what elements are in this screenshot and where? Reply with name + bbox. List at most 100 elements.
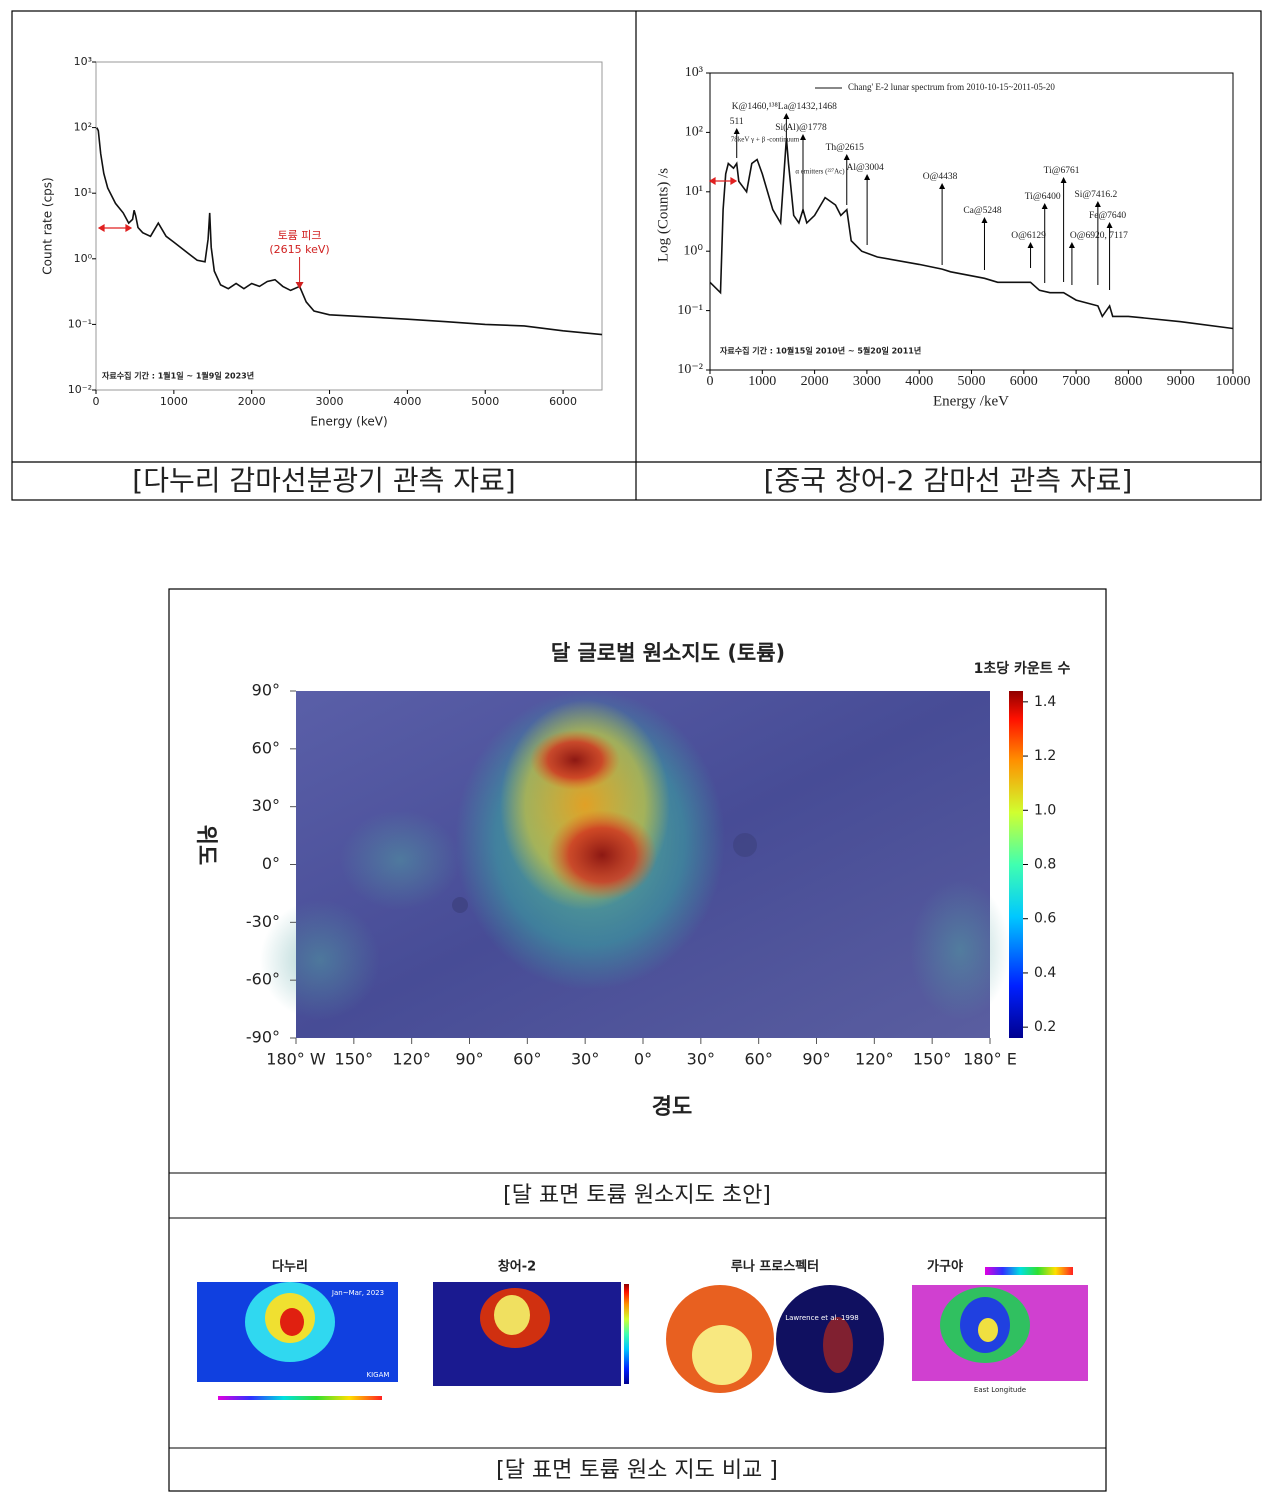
x-tick-label: 3000 — [853, 374, 881, 389]
y-tick-label: 60° — [252, 738, 280, 757]
y-tick-label: 10⁰ — [74, 252, 93, 265]
panel-title: 다누리 — [272, 1259, 308, 1275]
y-tick-label: 10¹ — [74, 186, 92, 199]
x-tick-label: 180° E — [963, 1050, 1017, 1069]
panel-title: 창어-2 — [498, 1259, 536, 1275]
x-axis-label: Energy /keV — [933, 393, 1009, 409]
x-tick-label: 4000 — [393, 395, 421, 408]
y-tick-label: 10⁻¹ — [677, 303, 703, 318]
annotation: Si(Al)@1778 — [775, 122, 827, 133]
map-axes: 90° 60° 30° 0° -30° -60° -90° 180° W 150° 120° 90°… — [246, 681, 1056, 1069]
map-title: 달 글로벌 원소지도 (토륨) — [551, 641, 785, 665]
y-tick-label: 10² — [74, 121, 92, 134]
colorbar-tick-label: 0.6 — [1034, 911, 1056, 927]
panel-label: Jan~Mar, 2023 — [331, 1289, 384, 1297]
annotation: α emitters (²²⁷Ac) — [795, 168, 845, 176]
y-tick-label: -90° — [246, 1028, 280, 1047]
spectrum-line — [709, 138, 1234, 330]
colorbar-tick-label: 0.8 — [1034, 857, 1056, 873]
x-tick-label: 120° — [392, 1050, 431, 1069]
x-tick-label: 30° — [571, 1050, 599, 1069]
plot-frame — [95, 61, 603, 391]
arrow-head — [1027, 242, 1034, 248]
x-tick-label: 120° — [855, 1050, 894, 1069]
arrow-head — [864, 174, 871, 180]
x-tick-label: 90° — [802, 1050, 830, 1069]
annotation: Ca@5248 — [963, 206, 1002, 216]
x-tick-label: 5000 — [471, 395, 499, 408]
x-tick-label: 60° — [513, 1050, 541, 1069]
y-tick-label: 10¹ — [685, 184, 703, 199]
spectrum-line — [96, 127, 603, 336]
comparison: 다누리 Jan~Mar, 2023 KIGAM 창어-2 루나 프로스펙터 Lawrenc… — [272, 1259, 1026, 1395]
y-tick-label: 10² — [685, 125, 703, 140]
x-tick-label: 0 — [93, 395, 100, 408]
x-tick-label: 1000 — [160, 395, 188, 408]
chart: 0 1000 2000 3000 4000 5000 6000 7000 8000 9000 100… — [655, 65, 1250, 409]
y-axis-label: Log (Counts) /s — [655, 168, 671, 262]
arrow-head — [1068, 242, 1075, 248]
annotation: O@4438 — [923, 172, 958, 182]
y-axis-label: 위도 — [193, 825, 218, 865]
y-tick-label: 10³ — [74, 55, 92, 68]
colorbar-tick-label: 0.2 — [1034, 1019, 1056, 1035]
note: 자료수집 기간 : 10월15일 2010년 ~ 5월20일 2011년 — [720, 346, 921, 356]
annotation: Th@2615 — [826, 143, 865, 153]
box-border — [168, 588, 1107, 1492]
range-arrow — [97, 176, 738, 233]
y-tick-label: 90° — [252, 681, 280, 700]
panel-label: KIGAM — [367, 1371, 390, 1379]
y-axis-label: Count rate (cps) — [41, 177, 55, 274]
thumbnail — [912, 1267, 1088, 1381]
annotation: Ti@6761 — [1044, 166, 1080, 176]
arrow-head — [1094, 201, 1101, 207]
panel-title: 가구야 — [927, 1259, 963, 1275]
colorbar-tick-label: 1.2 — [1034, 748, 1056, 764]
x-axis-label: 경도 — [652, 1095, 692, 1120]
x-tick-label: 1000 — [748, 374, 776, 389]
annotation: O@6920, 7117 — [1070, 231, 1128, 241]
x-tick-label: 9000 — [1167, 374, 1195, 389]
panel-label: East Longitude — [974, 1386, 1026, 1394]
caption: [다누리 감마선분광기 관측 자료] — [132, 464, 515, 497]
caption: [달 표면 토륨 원소지도 초안] — [503, 1183, 771, 1208]
y-tick-label: -60° — [246, 970, 280, 989]
x-tick-label: 2000 — [238, 395, 266, 408]
arrow-head — [295, 282, 304, 289]
x-tick-label: 150° — [335, 1050, 374, 1069]
colorbar-title: 1초당 카운트 수 — [974, 660, 1071, 677]
thumbnail — [433, 1282, 629, 1386]
x-tick-label: 2000 — [801, 374, 829, 389]
y-tick-label: 0° — [262, 854, 280, 873]
x-tick-label: 6000 — [549, 395, 577, 408]
arrow-head — [1106, 222, 1113, 228]
x-tick-label: 90° — [455, 1050, 483, 1069]
arrow-head — [843, 154, 850, 160]
annotation: Al@3004 — [846, 163, 883, 173]
colorbar-tick-label: 1.4 — [1034, 694, 1056, 710]
caption: [중국 창어-2 감마선 관측 자료] — [764, 464, 1133, 497]
annotation: Fe@7640 — [1089, 211, 1126, 221]
y-tick-label: 10⁻² — [677, 362, 703, 377]
x-tick-label: 0° — [634, 1050, 652, 1069]
x-tick-label: 7000 — [1062, 374, 1090, 389]
x-tick-label: 30° — [687, 1050, 715, 1069]
colorbar — [1009, 691, 1023, 1038]
panel-label: Lawrence et al. 1998 — [785, 1314, 859, 1322]
caption: [달 표면 토륨 원소 지도 비교 ] — [496, 1458, 778, 1483]
arrow-head — [1041, 203, 1048, 209]
x-tick-label: 180° W — [266, 1050, 326, 1069]
x-tick-label: 10000 — [1216, 374, 1251, 389]
colorbar-tick-label: 1.0 — [1034, 802, 1056, 818]
annotation: Si@7416.2 — [1074, 190, 1117, 200]
arrow-head — [799, 134, 806, 140]
x-tick-label: 60° — [744, 1050, 772, 1069]
colorbar-tick-label: 0.4 — [1034, 965, 1056, 981]
thumbnail — [666, 1285, 884, 1393]
arrow-head — [1060, 177, 1067, 183]
annotation: O@6129 — [1011, 231, 1046, 241]
x-tick-label: 5000 — [958, 374, 986, 389]
x-tick-label: 0 — [707, 374, 714, 389]
arrow-head — [733, 128, 740, 134]
